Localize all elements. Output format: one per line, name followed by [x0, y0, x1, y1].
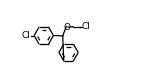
Text: Cl: Cl: [82, 22, 91, 31]
Text: O: O: [64, 23, 70, 32]
Text: Cl: Cl: [21, 31, 30, 40]
